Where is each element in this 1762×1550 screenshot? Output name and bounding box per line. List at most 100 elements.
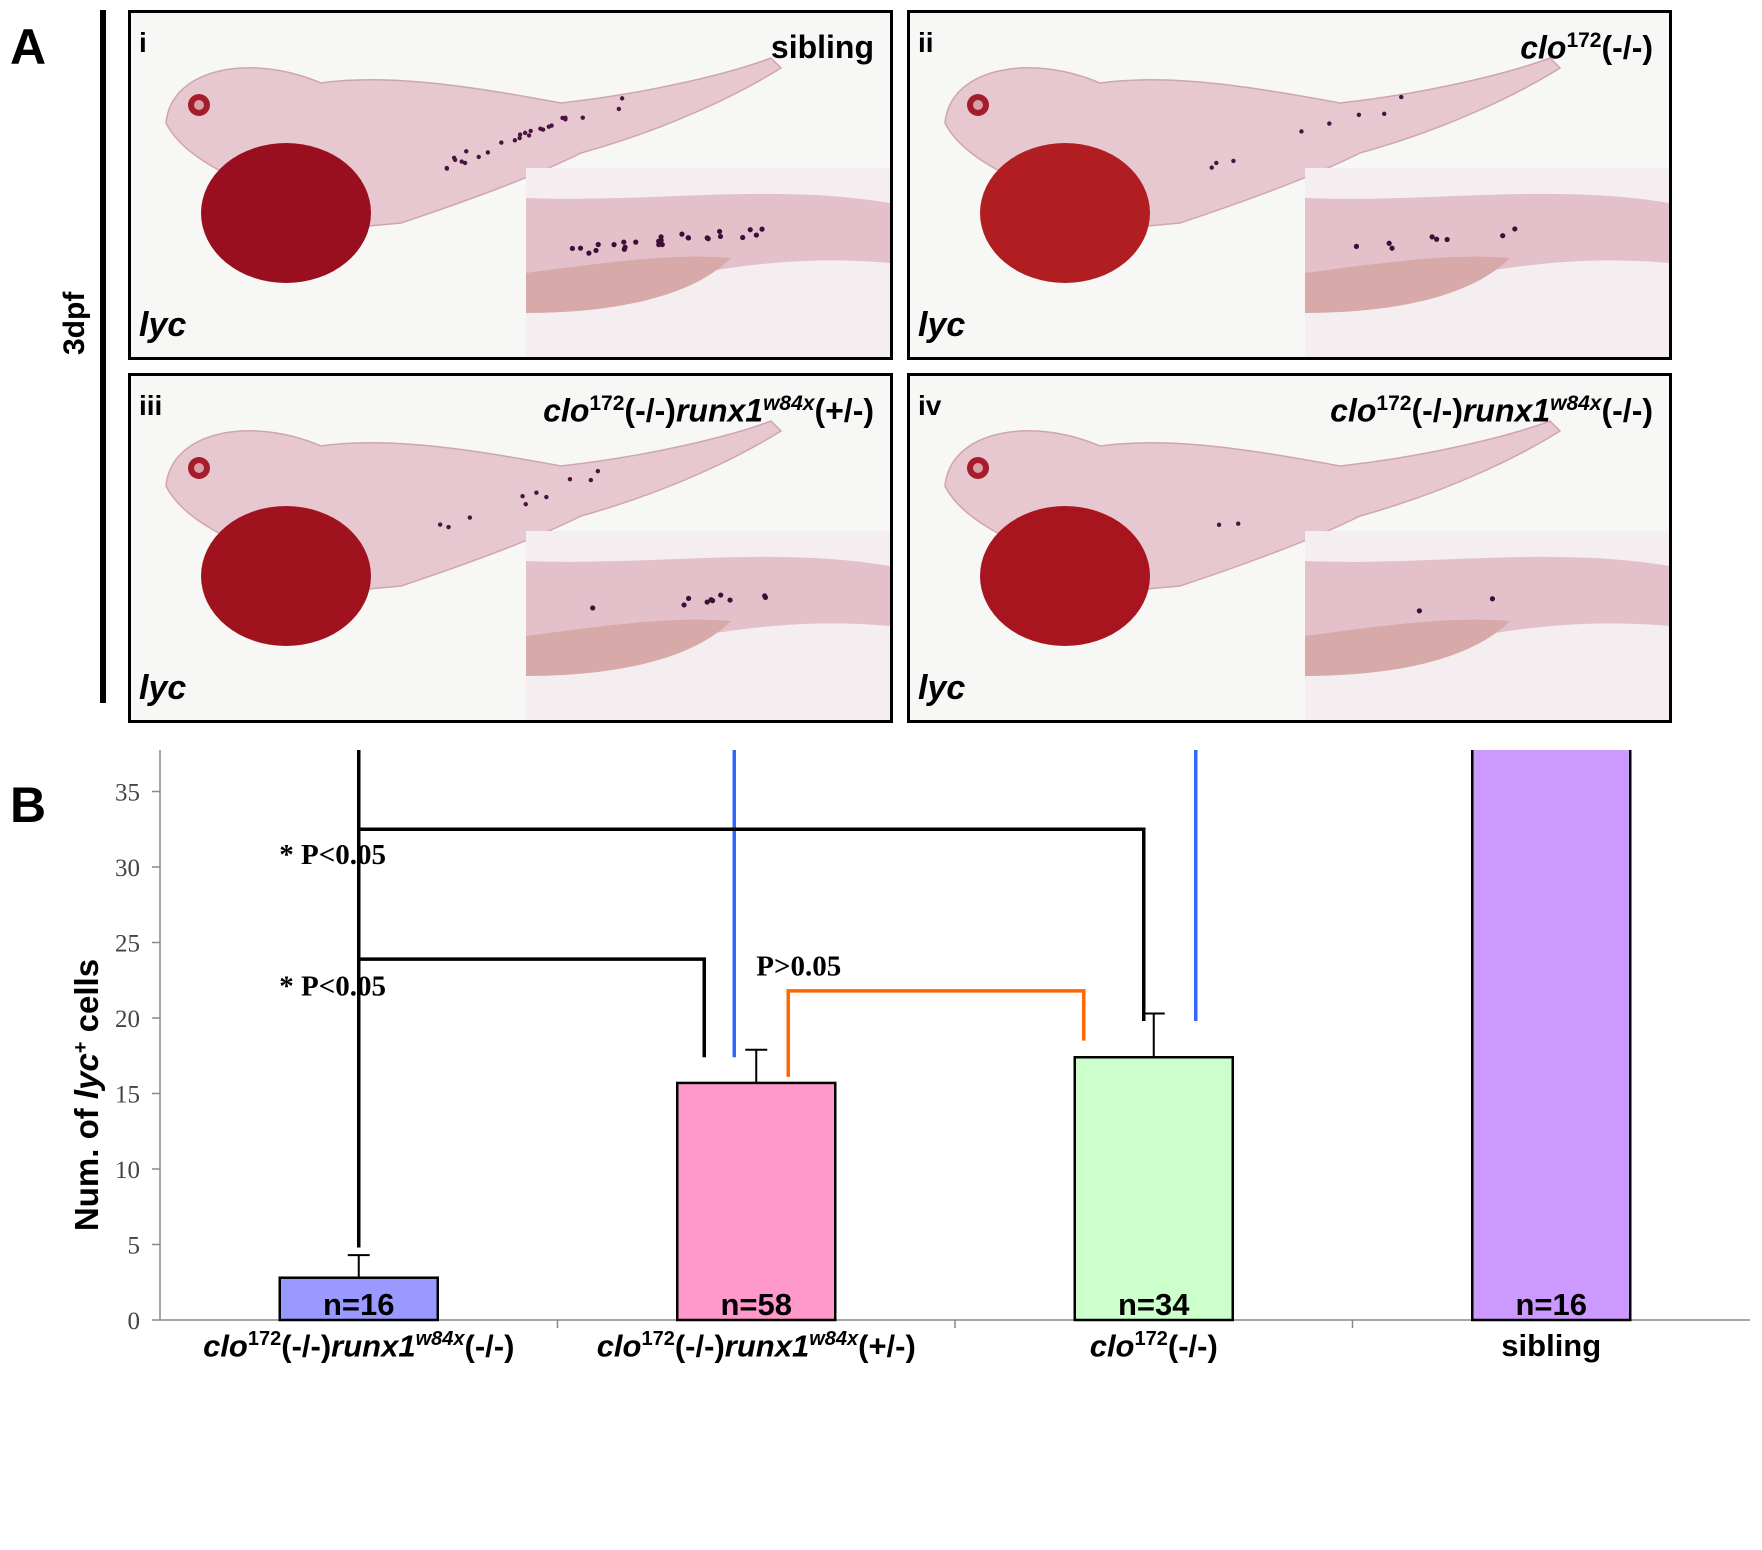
yolk-sac — [980, 506, 1150, 646]
lyc-cell-dot — [616, 106, 622, 112]
lyc-cell-dot — [499, 140, 504, 145]
panel-b-letter: B — [10, 777, 47, 833]
embryo-image — [944, 57, 1669, 357]
y-tick-label: 35 — [115, 780, 140, 807]
tail-inset — [526, 168, 890, 357]
lyc-cell-dot-inset — [1386, 240, 1392, 246]
lyc-cell-dot-inset — [681, 602, 687, 608]
panel-number: iii — [139, 390, 163, 421]
panel-i-sibling: i sibling lyc — [128, 10, 893, 360]
lyc-cell-dot-inset — [569, 245, 576, 252]
category-label: sibling — [1501, 1328, 1602, 1363]
lyc-cell-dot-inset — [740, 234, 746, 241]
lyc-cell-dot-inset — [1353, 243, 1360, 249]
lyc-cell-dot — [467, 515, 473, 520]
timepoint-label: 3dpf — [58, 291, 91, 355]
lyc-cell-dot — [1327, 121, 1332, 126]
lyc-cell-dot — [444, 166, 450, 171]
lyc-cell-dot — [520, 493, 525, 499]
lyc-cell-dot — [549, 123, 554, 128]
embryo-image — [944, 420, 1669, 720]
lyc-cell-dot-inset — [1434, 236, 1440, 242]
y-tick-label: 5 — [128, 1233, 141, 1260]
lyc-cell-dot-inset — [753, 232, 759, 238]
lyc-cell-dot — [522, 130, 528, 136]
lyc-cell-dot — [523, 501, 528, 507]
lyc-cell-dot — [446, 524, 451, 530]
lyc-cell-dot-inset — [685, 595, 692, 602]
lyc-cell-dot-inset — [586, 250, 592, 256]
inset-yolk-extension — [526, 619, 731, 676]
lyc-cell-dot-inset — [685, 235, 692, 241]
panel-gene-label: lyc — [918, 669, 966, 707]
panel-genotype: sibling — [770, 29, 874, 65]
panel-genotype: clo172(-/-)runx1w84x(+/-) — [543, 392, 874, 429]
lyc-cell-dot-inset — [1429, 234, 1435, 240]
inset-yolk-extension — [526, 256, 731, 313]
lyc-cell-dot-inset — [1389, 245, 1395, 251]
y-tick-label: 0 — [128, 1308, 141, 1335]
lyc-cell-dot — [567, 477, 573, 482]
bar-chart: 051015202530354045Num. of lyc+ cellsn=16… — [68, 750, 1750, 1364]
lyc-cell-dot — [538, 126, 543, 131]
n-label: n=16 — [323, 1287, 395, 1322]
lyc-cell-dot-inset — [659, 241, 665, 248]
lyc-cell-dot — [1299, 129, 1304, 134]
significance-bracket — [357, 750, 361, 1248]
significance-bracket — [732, 750, 736, 1058]
lyc-cell-dot — [588, 477, 594, 483]
lyc-cell-dot — [595, 468, 601, 474]
panel-number: i — [139, 27, 147, 58]
lyc-cell-dot-inset — [1500, 233, 1506, 239]
significance-bracket — [786, 989, 1086, 1077]
tail-inset — [1305, 531, 1669, 720]
category-label-box: clo172(-/-) — [1090, 1328, 1218, 1363]
lyc-cell-dot — [1214, 160, 1219, 166]
yolk-sac — [201, 143, 371, 283]
lyc-cell-dot-inset — [747, 227, 753, 233]
tail-inset — [526, 531, 890, 720]
lyc-cell-dot — [544, 494, 549, 500]
yolk-sac — [980, 143, 1150, 283]
significance-label: * P<0.05 — [279, 839, 386, 871]
lyc-cell-dot — [580, 115, 585, 120]
lyc-cell-dot — [1231, 158, 1236, 164]
lyc-cell-dot-inset — [727, 597, 733, 603]
yolk-sac — [201, 506, 371, 646]
lyc-cell-dot-inset — [759, 226, 765, 232]
panel-gene-label: lyc — [139, 669, 187, 707]
lyc-cell-dot — [459, 159, 464, 164]
n-label: n=16 — [1515, 1287, 1587, 1322]
category-label-box: clo172(-/-)runx1w84x(+/-) — [596, 1328, 916, 1364]
category-label: clo172(-/-)runx1w84x(+/-) — [596, 1328, 916, 1364]
lyc-cell-dot — [1382, 111, 1387, 117]
lyc-cell-dot-inset — [633, 239, 639, 245]
embryo-eye-highlight — [973, 100, 983, 110]
lyc-cell-dot-inset — [1489, 596, 1496, 602]
lyc-cell-dot-inset — [762, 593, 768, 599]
embryo-image — [165, 420, 890, 720]
lyc-cell-dot-inset — [1512, 226, 1518, 232]
bar — [676, 1081, 837, 1322]
lyc-cell-dot — [437, 522, 443, 527]
y-tick-label: 10 — [115, 1157, 140, 1184]
lyc-cell-dot-inset — [705, 236, 711, 242]
embryo-eye-highlight — [973, 463, 983, 473]
lyc-cell-dot — [485, 150, 491, 155]
n-label: n=34 — [1118, 1287, 1190, 1322]
panel-number: ii — [918, 27, 934, 58]
lyc-cell-dot-inset — [621, 246, 627, 252]
lyc-cell-dot-inset — [593, 247, 599, 254]
lyc-cell-dot-inset — [717, 228, 723, 235]
panel-genotype: clo172(-/-) — [1520, 29, 1653, 66]
lyc-cell-dot — [517, 132, 523, 137]
lyc-cell-dot-inset — [1416, 608, 1422, 614]
lyc-cell-dot — [619, 96, 625, 101]
n-label: n=58 — [720, 1287, 792, 1322]
lyc-cell-dot-inset — [621, 239, 627, 245]
lyc-cell-dot-inset — [658, 237, 664, 243]
y-tick-label: 15 — [115, 1082, 140, 1109]
panel-number: iv — [918, 390, 942, 421]
panel-a-letter: A — [10, 19, 47, 75]
lyc-cell-dot — [528, 128, 533, 134]
